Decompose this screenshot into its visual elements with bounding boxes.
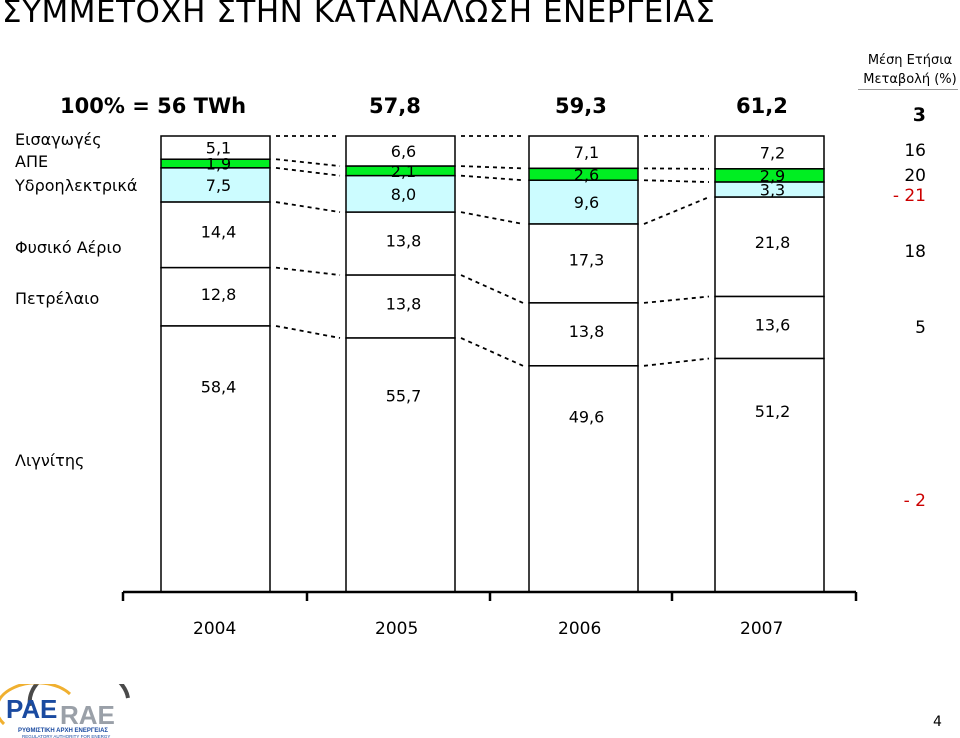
bar-segment-2007-Πετρέλαιο	[714, 295, 825, 360]
connector-2006-2007-4	[643, 295, 710, 304]
connector-2005-2006-2	[460, 174, 524, 182]
data-label-2004-Πετρέλαιο: 12,8	[201, 285, 237, 304]
bar-segment-2004-Υδροηλεκτρικά	[160, 167, 271, 203]
connector-2004-2005-1	[275, 158, 341, 167]
row-label-imports: Εισαγωγές	[15, 130, 102, 149]
connector-2005-2006-4	[460, 274, 524, 304]
data-label-2006-Υδροηλεκτρικά: 9,6	[574, 193, 599, 212]
connector-2005-2006-3	[460, 211, 524, 225]
data-label-2005-Λιγνίτης: 55,7	[386, 387, 422, 406]
data-label-2006-Λιγνίτης: 49,6	[569, 407, 605, 426]
data-label-2004-Εισαγωγές: 5,1	[206, 139, 231, 158]
page-title: ΣΥΜΜΕΤΟΧΗ ΣΤΗΝ ΚΑΤΑΝΑΛΩΣΗ ΕΝΕΡΓΕΙΑΣ	[2, 0, 716, 30]
svg-text:PA: PA	[6, 694, 40, 724]
bar-segment-2007-Λιγνίτης	[714, 357, 825, 593]
bar-segment-2004-Λιγνίτης	[160, 325, 271, 593]
growth-header-line1: Μέση Ετήσια	[867, 53, 953, 68]
growth-value-hydro: - 21	[892, 186, 926, 206]
data-label-2007-ΑΠΕ: 2,9	[760, 166, 785, 185]
connector-2006-2007-5	[643, 357, 710, 367]
row-label-lignite: Λιγνίτης	[15, 451, 85, 470]
x-tick-2007: 2007	[740, 619, 784, 639]
data-label-2007-Πετρέλαιο: 13,6	[755, 315, 791, 334]
growth-header-line2: Μεταβολή (%)	[863, 72, 957, 87]
bar-segment-2005-Λιγνίτης	[345, 337, 456, 593]
row-label-oil: Πετρέλαιο	[15, 289, 100, 308]
connector-2005-2006-1	[460, 165, 524, 170]
connector-2004-2005-2	[275, 166, 341, 177]
growth-header: Μέση Ετήσια Μεταβολή (%)	[860, 51, 960, 89]
data-label-2007-Φυσικό-Αέριο: 21,8	[755, 233, 791, 252]
rae-logo: PA E RAE ΡΥΘΜΙΣΤΙΚΗ ΑΡΧΗ ΕΝΕΡΓΕΙΑΣ REGUL…	[0, 684, 130, 738]
growth-value-res: 20	[904, 166, 926, 186]
data-label-2006-Πετρέλαιο: 13,8	[569, 322, 605, 341]
data-label-2007-Υδροηλεκτρικά: 3,3	[760, 181, 785, 200]
svg-text:ΡΥΘΜΙΣΤΙΚΗ ΑΡΧΗ ΕΝΕΡΓΕΙΑΣ: ΡΥΘΜΙΣΤΙΚΗ ΑΡΧΗ ΕΝΕΡΓΕΙΑΣ	[18, 728, 108, 734]
row-label-natural-gas: Φυσικό Αέριο	[15, 238, 122, 257]
bar-segment-2006-Υδροηλεκτρικά	[528, 179, 639, 225]
data-label-2004-ΑΠΕ: 1,9	[206, 155, 231, 174]
data-label-2007-Εισαγωγές: 7,2	[760, 143, 785, 162]
data-label-2007-Λιγνίτης: 51,2	[755, 402, 791, 421]
svg-text:RAE: RAE	[60, 700, 115, 730]
bar-segment-2005-Εισαγωγές	[345, 135, 456, 167]
total-header-2005: 57,8	[369, 94, 421, 118]
growth-header-divider	[858, 89, 958, 90]
data-label-2006-Φυσικό-Αέριο: 17,3	[569, 251, 605, 270]
connector-2005-2006-5	[460, 337, 524, 367]
bar-segment-2005-Υδροηλεκτρικά	[345, 174, 456, 213]
connector-2004-2005-3	[275, 201, 341, 214]
total-header-2007: 61,2	[736, 94, 788, 118]
page-number: 4	[933, 714, 942, 730]
connector-2006-2007-3	[643, 196, 710, 225]
bar-segment-2006-Εισαγωγές	[528, 135, 639, 170]
growth-value-lignite: - 2	[903, 491, 926, 511]
data-label-2006-Εισαγωγές: 7,1	[574, 143, 599, 162]
bar-segment-2006-Φυσικό-Αέριο	[528, 223, 639, 304]
data-label-2004-Λιγνίτης: 58,4	[201, 377, 237, 396]
data-label-2004-Φυσικό-Αέριο: 14,4	[201, 223, 237, 242]
svg-text:E: E	[40, 694, 57, 724]
connector-2004-2005-4	[275, 266, 341, 276]
bar-segment-2006-Λιγνίτης	[528, 365, 639, 593]
x-tick-2005: 2005	[375, 619, 419, 639]
bar-segment-2005-Φυσικό-Αέριο	[345, 211, 456, 276]
total-header-2004: 100% = 56 TWh	[60, 94, 247, 118]
bar-segment-2004-Πετρέλαιο	[160, 266, 271, 327]
data-label-2005-Φυσικό-Αέριο: 13,8	[386, 231, 422, 250]
bar-segment-2005-Πετρέλαιο	[345, 274, 456, 339]
growth-value-natural-gas: 18	[904, 242, 926, 262]
x-tick-2004: 2004	[193, 619, 237, 639]
data-label-2005-Υδροηλεκτρικά: 8,0	[391, 185, 416, 204]
bar-segment-2007-Εισαγωγές	[714, 135, 825, 170]
total-header-2006: 59,3	[555, 94, 607, 118]
connector-2004-2005-5	[275, 325, 341, 339]
x-tick-2006: 2006	[558, 619, 602, 639]
row-label-res: ΑΠΕ	[15, 152, 49, 171]
growth-total-value: 3	[912, 104, 926, 126]
data-label-2005-ΑΠΕ: 2,1	[391, 162, 416, 181]
bar-segment-2006-Πετρέλαιο	[528, 302, 639, 367]
growth-value-imports: 16	[904, 141, 926, 161]
bar-segment-2007-Φυσικό-Αέριο	[714, 196, 825, 298]
data-label-2006-ΑΠΕ: 2,6	[574, 165, 599, 184]
growth-value-oil: 5	[915, 318, 926, 338]
svg-text:REGULATORY AUTHORITY FOR ENERG: REGULATORY AUTHORITY FOR ENERGY	[22, 734, 110, 738]
data-label-2005-Εισαγωγές: 6,6	[391, 142, 416, 161]
connector-2006-2007-2	[643, 179, 710, 183]
data-label-2005-Πετρέλαιο: 13,8	[386, 294, 422, 313]
data-label-2004-Υδροηλεκτρικά: 7,5	[206, 176, 231, 195]
row-label-hydro: Υδροηλεκτρικά	[15, 176, 138, 195]
